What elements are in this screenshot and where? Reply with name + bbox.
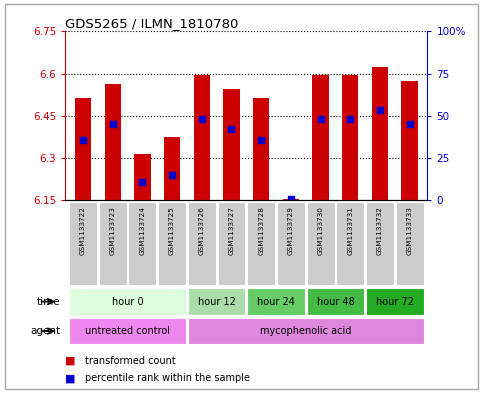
Bar xyxy=(307,202,335,285)
Text: GSM1133730: GSM1133730 xyxy=(317,206,324,255)
Bar xyxy=(313,75,329,200)
Bar xyxy=(104,84,121,200)
Text: hour 48: hour 48 xyxy=(316,297,355,307)
Bar xyxy=(366,202,394,285)
Bar xyxy=(401,81,418,200)
Text: GSM1133729: GSM1133729 xyxy=(288,206,294,255)
Bar xyxy=(217,202,245,285)
Bar xyxy=(372,67,388,200)
Text: GSM1133726: GSM1133726 xyxy=(199,206,205,255)
Text: GSM1133723: GSM1133723 xyxy=(110,206,116,255)
Text: GSM1133733: GSM1133733 xyxy=(407,206,412,255)
Point xyxy=(257,137,265,143)
Bar xyxy=(283,199,299,200)
Bar xyxy=(99,202,127,285)
Text: time: time xyxy=(37,297,60,307)
Text: hour 0: hour 0 xyxy=(112,297,143,307)
Text: GSM1133732: GSM1133732 xyxy=(377,206,383,255)
Bar xyxy=(342,75,358,200)
Point xyxy=(79,137,87,143)
Bar xyxy=(134,154,151,200)
Point xyxy=(376,107,384,114)
Text: hour 72: hour 72 xyxy=(376,297,414,307)
Bar xyxy=(247,288,305,315)
Bar xyxy=(396,202,424,285)
Bar xyxy=(188,202,216,285)
Bar xyxy=(307,288,364,315)
Point xyxy=(139,179,146,185)
Text: ■: ■ xyxy=(65,356,76,366)
Bar xyxy=(158,202,186,285)
Bar xyxy=(75,97,91,200)
Bar xyxy=(69,318,186,344)
Point xyxy=(287,196,295,202)
Text: GSM1133728: GSM1133728 xyxy=(258,206,264,255)
Bar xyxy=(164,137,180,200)
Bar xyxy=(366,288,424,315)
Text: GSM1133725: GSM1133725 xyxy=(169,206,175,255)
Bar xyxy=(194,75,210,200)
Point xyxy=(168,172,176,178)
Text: percentile rank within the sample: percentile rank within the sample xyxy=(85,373,250,383)
Bar xyxy=(69,288,186,315)
Bar xyxy=(336,202,364,285)
Point xyxy=(109,121,116,128)
Text: mycophenolic acid: mycophenolic acid xyxy=(260,326,352,336)
Bar xyxy=(223,89,240,200)
Bar xyxy=(277,202,305,285)
Point xyxy=(198,116,206,122)
Point xyxy=(406,121,413,128)
Text: GDS5265 / ILMN_1810780: GDS5265 / ILMN_1810780 xyxy=(65,17,239,30)
Bar xyxy=(188,288,245,315)
Point xyxy=(317,116,325,122)
Bar xyxy=(128,202,156,285)
Text: GSM1133722: GSM1133722 xyxy=(80,206,86,255)
Text: agent: agent xyxy=(30,326,60,336)
Text: GSM1133727: GSM1133727 xyxy=(228,206,234,255)
Bar xyxy=(247,202,275,285)
Point xyxy=(346,116,354,122)
Bar xyxy=(253,97,270,200)
Text: GSM1133731: GSM1133731 xyxy=(347,206,353,255)
Text: hour 12: hour 12 xyxy=(198,297,236,307)
Text: hour 24: hour 24 xyxy=(257,297,295,307)
Text: ■: ■ xyxy=(65,373,76,383)
Text: untreated control: untreated control xyxy=(85,326,170,336)
Bar xyxy=(188,318,424,344)
Point xyxy=(227,125,235,132)
Text: GSM1133724: GSM1133724 xyxy=(140,206,145,255)
Bar xyxy=(69,202,97,285)
Text: transformed count: transformed count xyxy=(85,356,175,366)
